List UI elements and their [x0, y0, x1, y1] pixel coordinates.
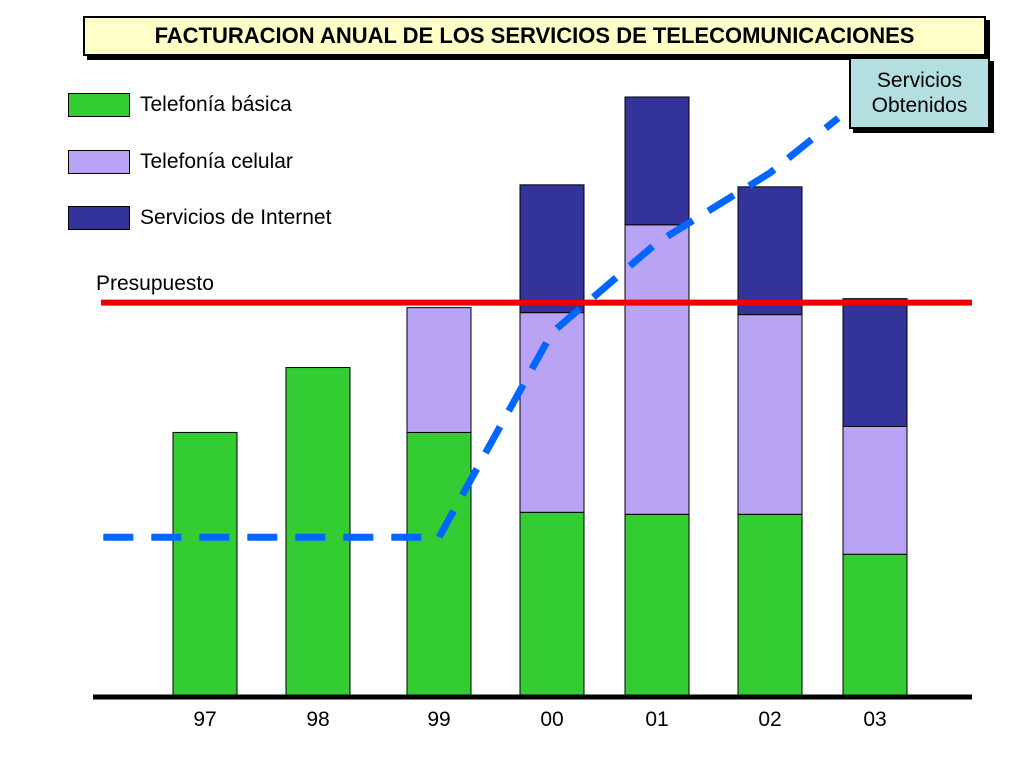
legend-label-cellular: Telefonía celular	[140, 150, 293, 173]
bar-02-series-2	[737, 186, 803, 316]
legend-label-internet: Servicios de Internet	[140, 206, 332, 229]
legend-item-internet: Servicios de Internet	[68, 205, 331, 231]
bar-00-series-0	[519, 511, 585, 698]
x-tick-label-98: 98	[306, 708, 330, 731]
x-tick-label-02: 02	[758, 708, 782, 731]
obtained-services-box: Servicios Obtenidos	[849, 57, 990, 129]
bar-01-series-0	[624, 513, 690, 698]
legend-item-cellular: Telefonía celular	[68, 149, 293, 175]
bar-00-series-2	[519, 184, 585, 314]
obtained-label-line1: Servicios	[876, 69, 963, 92]
bar-02-series-1	[737, 314, 803, 515]
obtained-services-line	[103, 115, 841, 541]
x-tick-label-97: 97	[193, 708, 217, 731]
bar-00-series-1	[519, 312, 585, 513]
legend-item-basic: Telefonía básica	[68, 92, 292, 118]
legend-swatch-basic	[68, 93, 130, 117]
bar-03-series-2	[842, 298, 908, 427]
bar-03-series-0	[842, 553, 908, 698]
bar-97-series-0	[172, 431, 238, 698]
x-tick-label-01: 01	[645, 708, 669, 731]
legend-label-basic: Telefonía básica	[140, 93, 292, 116]
legend-swatch-cellular	[68, 150, 130, 174]
chart-title: FACTURACION ANUAL DE LOS SERVICIOS DE TE…	[83, 16, 986, 56]
obtained-label-line2: Obtenidos	[871, 94, 968, 117]
bar-98-series-0	[285, 367, 351, 698]
bar-03-series-1	[842, 425, 908, 555]
bar-99-series-1	[406, 307, 472, 433]
bar-02-series-0	[737, 513, 803, 698]
bar-01-series-2	[624, 96, 690, 226]
x-tick-label-03: 03	[863, 708, 887, 731]
bar-01-series-1	[624, 224, 690, 515]
x-tick-label-00: 00	[540, 708, 564, 731]
bar-99-series-0	[406, 431, 472, 698]
budget-label: Presupuesto	[96, 272, 214, 295]
legend-swatch-internet	[68, 206, 130, 230]
x-tick-label-99: 99	[427, 708, 451, 731]
